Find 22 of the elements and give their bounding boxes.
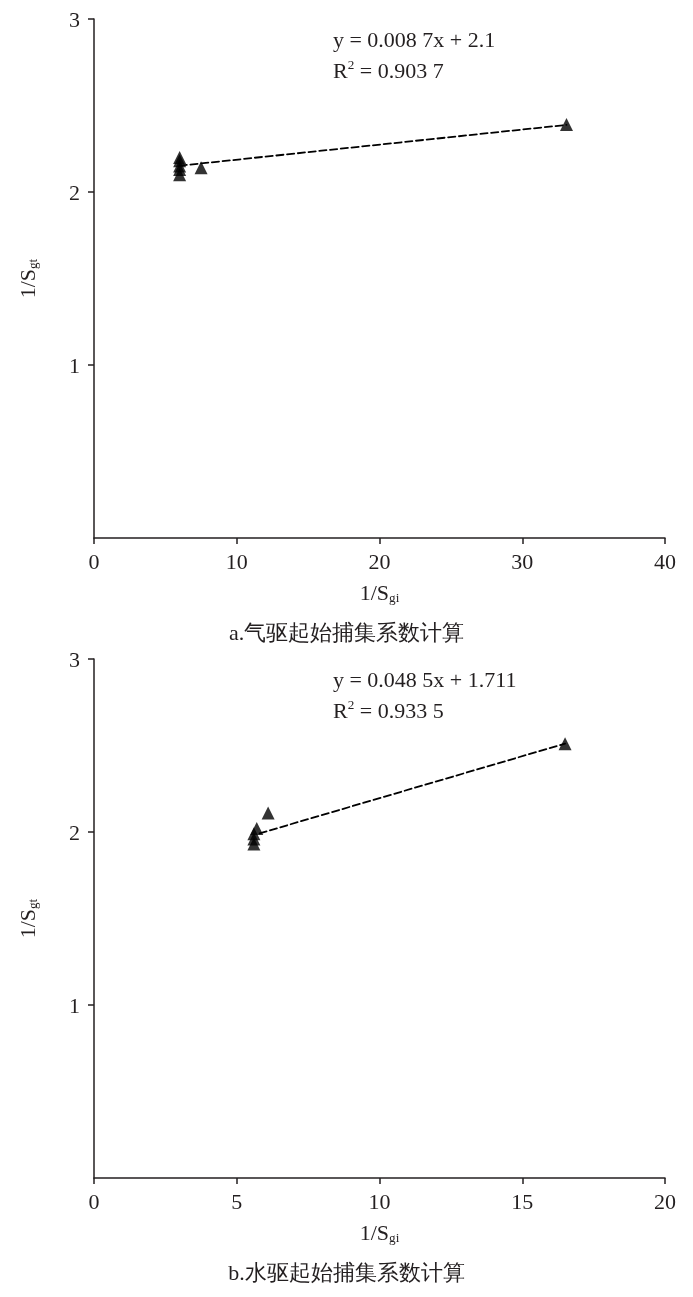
y-axis-title: 1/Sgt	[14, 898, 40, 939]
y-axis-title: 1/Sgt	[14, 258, 40, 299]
x-tick-label: 10	[225, 548, 248, 574]
x-tick-label: 10	[368, 1188, 391, 1214]
x-tick-label: 0	[88, 548, 100, 574]
y-tick-label: 2	[69, 819, 80, 845]
x-tick-label: 30	[511, 548, 534, 574]
x-tick-label: 0	[88, 1188, 100, 1214]
text: b.水驱起始捕集系数计算	[228, 1259, 465, 1285]
x-tick-label: 15	[511, 1188, 534, 1214]
text: a.气驱起始捕集系数计算	[228, 619, 465, 645]
y-tick-label: 1	[69, 992, 80, 1018]
x-tick-label: 5	[231, 1188, 243, 1214]
x-tick-label: 40	[654, 548, 676, 574]
y-tick-label: 2	[69, 179, 80, 205]
annotation: y = 0.048 5x + 1.711	[332, 666, 517, 692]
y-tick-label: 1	[69, 352, 80, 378]
x-tick-label: 20	[654, 1188, 676, 1214]
x-tick-label: 20	[368, 548, 391, 574]
y-tick-label: 3	[69, 646, 80, 672]
annotation: y = 0.008 7x + 2.1	[332, 26, 496, 52]
y-tick-label: 3	[69, 6, 80, 32]
